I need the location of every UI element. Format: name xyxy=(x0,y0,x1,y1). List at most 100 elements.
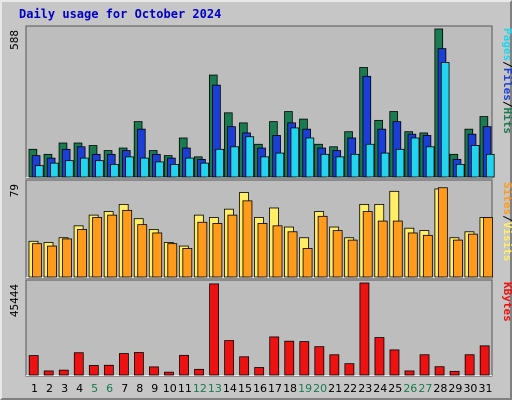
x-tick-label: 30 xyxy=(463,382,477,395)
kbytes-bar xyxy=(449,370,460,376)
chart-panels xyxy=(25,25,493,377)
pages-bar xyxy=(80,157,89,178)
pages-bar xyxy=(230,146,240,178)
x-tick-label: 27 xyxy=(418,382,432,395)
sites-bar xyxy=(287,231,298,278)
x-tick-label: 16 xyxy=(253,382,267,395)
kbytes-bar xyxy=(434,366,445,376)
y-max-label: 79 xyxy=(8,184,21,197)
kbytes-bar xyxy=(28,355,39,376)
legend-entry: Visits xyxy=(501,222,512,262)
legend-hits-files-pages: Pages/Files/Hits xyxy=(501,28,512,134)
pages-bar xyxy=(245,136,255,178)
legend-sites-visits: Sites/Visits xyxy=(501,182,512,262)
x-tick-label: 10 xyxy=(163,382,177,395)
kbytes-bar xyxy=(118,353,129,376)
x-tick-label: 22 xyxy=(343,382,357,395)
sites-bar xyxy=(257,223,268,278)
legend-entry: KBytes xyxy=(501,282,512,322)
pages-bar xyxy=(425,146,435,178)
pages-bar xyxy=(65,160,74,178)
sites-bar xyxy=(122,209,133,278)
sites-bar xyxy=(197,221,208,278)
pages-bar xyxy=(50,162,59,178)
kbytes-bar xyxy=(404,370,415,376)
legend-entry: Hits xyxy=(501,108,512,135)
sites-bar xyxy=(92,217,103,278)
kbytes-bar xyxy=(134,352,144,376)
sites-bar xyxy=(137,224,148,278)
sites-bar xyxy=(302,248,313,278)
pages-bar xyxy=(215,148,224,178)
pages-bar xyxy=(170,164,179,178)
sites-bar xyxy=(212,223,223,278)
pages-bar xyxy=(365,143,375,178)
pages-bar xyxy=(410,137,420,178)
kbytes-bar xyxy=(224,340,235,376)
kbytes-bar xyxy=(179,354,189,376)
kbytes-bar xyxy=(194,368,204,376)
x-tick-label: 15 xyxy=(238,382,252,395)
pages-bar xyxy=(455,164,465,178)
x-tick-label: 23 xyxy=(358,382,372,395)
kbytes-bar xyxy=(43,370,54,376)
sites-bar xyxy=(227,214,238,278)
sites-bar xyxy=(272,225,283,278)
kbytes-bar xyxy=(103,364,114,376)
x-tick-label: 4 xyxy=(76,382,83,395)
x-tick-label: 2 xyxy=(46,382,53,395)
legend-entry: / xyxy=(501,215,512,222)
kbytes-bar xyxy=(389,349,400,376)
sites-bar xyxy=(392,220,403,278)
kbytes-bar xyxy=(329,354,340,376)
y-axis-labels: 588 79 45444 xyxy=(8,30,21,317)
pages-bar xyxy=(275,152,285,178)
sites-bar xyxy=(242,200,253,278)
pages-bar xyxy=(110,164,119,178)
kbytes-bar xyxy=(359,282,370,376)
kbytes-bar xyxy=(479,345,490,376)
pages-bar xyxy=(440,62,450,178)
pages-bar xyxy=(290,127,300,178)
legend-entry: Sites xyxy=(501,182,512,215)
kbytes-bar xyxy=(284,340,295,376)
pages-bar xyxy=(260,156,270,178)
sites-bar xyxy=(407,232,418,278)
sites-bar xyxy=(332,230,343,278)
legend-entry: / xyxy=(501,101,512,108)
sites-bar xyxy=(47,245,57,278)
x-tick-label: 11 xyxy=(178,382,192,395)
kbytes-bar xyxy=(269,336,280,376)
x-tick-label: 28 xyxy=(433,382,447,395)
kbytes-bar xyxy=(374,337,385,376)
pages-bar xyxy=(395,148,405,178)
kbytes-bar xyxy=(149,366,159,376)
legend-entry: Files xyxy=(501,68,512,101)
x-tick-label: 19 xyxy=(298,382,312,395)
kbytes-bar xyxy=(464,354,475,376)
pages-bar xyxy=(380,152,390,178)
chart-bars xyxy=(28,28,495,376)
x-tick-label: 21 xyxy=(328,382,342,395)
sites-bar xyxy=(182,248,193,278)
pages-bar xyxy=(320,153,330,178)
sites-bar xyxy=(317,215,328,278)
pages-bar xyxy=(140,157,149,178)
sites-bar xyxy=(362,211,373,278)
x-tick-label: 8 xyxy=(136,382,143,395)
pages-bar xyxy=(35,165,44,178)
sites-bar xyxy=(167,243,178,278)
sites-bar xyxy=(152,232,163,278)
y-max-label: 588 xyxy=(8,30,21,50)
x-tick-label: 18 xyxy=(283,382,297,395)
x-tick-label: 26 xyxy=(403,382,417,395)
pages-bar xyxy=(470,145,480,178)
kbytes-bar xyxy=(344,363,355,376)
sites-bar xyxy=(32,243,42,278)
x-tick-label: 6 xyxy=(106,382,113,395)
x-axis-labels: 1 2 3 4 5 6 7 8 9 10 11 12 13 14 15 16 17 18 19 20 21 22 23 24 2… xyxy=(31,382,492,395)
plot-panel xyxy=(25,279,493,377)
sites-bar xyxy=(347,239,358,278)
